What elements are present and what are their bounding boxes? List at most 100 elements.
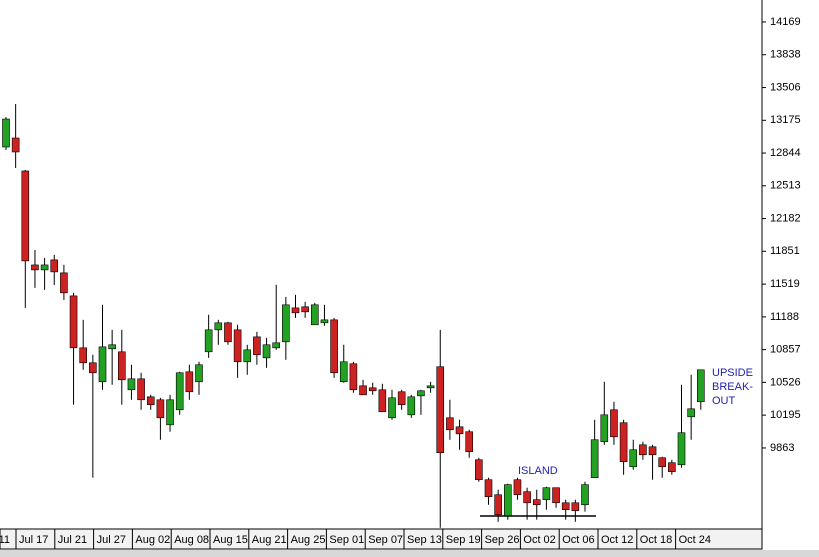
candle-body: [610, 409, 618, 438]
y-tick-label: 11519: [770, 278, 800, 290]
y-tick-label: 9863: [770, 442, 794, 454]
y-tick-label: 10526: [770, 376, 801, 388]
y-tick-label: 12513: [770, 180, 801, 192]
candle-body: [455, 426, 464, 435]
breakout-label: OUT: [712, 395, 736, 407]
candle-body: [282, 304, 290, 343]
candle-body: [253, 336, 261, 356]
candle-body: [320, 319, 329, 324]
x-tick-label: Aug 08: [174, 534, 209, 546]
candle-body: [378, 389, 387, 413]
candle-body: [561, 502, 570, 510]
candle-body: [571, 502, 580, 511]
candle-body: [310, 304, 319, 326]
candle-body: [668, 462, 676, 473]
y-tick-label: 11851: [770, 245, 800, 257]
candle-body: [359, 385, 367, 396]
candle-body: [417, 390, 425, 397]
x-tick-label: Oct 12: [601, 534, 633, 546]
y-tick-label: 13175: [770, 114, 801, 126]
candle-body: [243, 349, 252, 363]
candle-body: [185, 371, 194, 393]
candle-body: [523, 491, 531, 504]
y-tick-label: 13506: [770, 81, 801, 93]
candle-body: [301, 306, 309, 313]
candle-body: [262, 344, 271, 359]
candle-body: [407, 396, 416, 416]
candle-body: [175, 372, 184, 411]
x-tick-label: Oct 06: [562, 534, 594, 546]
candle-body: [166, 399, 174, 426]
candle-body: [89, 362, 97, 374]
candle-body: [214, 322, 223, 331]
candle-body: [224, 322, 232, 343]
candle-body: [146, 396, 155, 406]
candle-body: [446, 417, 454, 431]
candle-body: [600, 414, 609, 443]
y-tick-label: 12844: [770, 147, 801, 159]
x-tick-label: Jul 27: [97, 534, 126, 546]
candle-body: [648, 446, 657, 456]
candle-body: [108, 344, 116, 350]
x-tick-label: Aug 15: [213, 534, 248, 546]
candle-body: [677, 432, 686, 466]
candle-body: [484, 479, 493, 498]
candle-body: [475, 459, 483, 481]
candle-body: [552, 487, 560, 504]
candle-body: [204, 329, 213, 353]
candle-body: [339, 361, 348, 383]
candle-body: [542, 487, 551, 501]
candle-body: [127, 378, 136, 391]
candle-body: [581, 484, 589, 506]
x-tick-label: Oct 18: [640, 534, 672, 546]
candle-body: [503, 484, 512, 517]
x-tick-label: Oct 02: [523, 534, 555, 546]
candle-body: [687, 408, 695, 418]
y-tick-label: 11188: [770, 311, 799, 323]
y-tick-label: 10857: [770, 344, 801, 356]
candle-body: [513, 479, 522, 496]
y-tick-label: 13838: [770, 49, 801, 61]
x-tick-label: 11: [0, 534, 10, 546]
x-tick-label: Aug 02: [135, 534, 170, 546]
candle-body: [50, 259, 59, 273]
candle-body: [696, 369, 705, 403]
candle-body: [532, 499, 541, 506]
candle-body: [137, 378, 145, 401]
candle-body: [330, 319, 338, 374]
x-tick-label: Jul 17: [19, 534, 48, 546]
candle-body: [60, 272, 68, 294]
candle-body: [2, 118, 10, 148]
candle-body: [494, 494, 502, 516]
candle-body: [388, 397, 396, 419]
candle-body: [291, 307, 300, 314]
x-tick-label: Sep 26: [485, 534, 520, 546]
candle-body: [40, 264, 49, 271]
candle-body: [31, 264, 39, 271]
candle-body: [118, 351, 126, 381]
candle-body: [11, 137, 20, 153]
x-tick-label: Sep 13: [407, 534, 442, 546]
y-tick-label: 10195: [770, 409, 801, 421]
candle-body: [349, 363, 358, 391]
candle-body: [79, 347, 87, 364]
candle-body: [658, 457, 667, 468]
candle-body: [272, 342, 281, 349]
scroll-strip: [0, 550, 819, 557]
x-tick-label: Jul 21: [58, 534, 87, 546]
x-tick-label: Sep 19: [446, 534, 481, 546]
candle-body: [156, 399, 165, 419]
candle-body: [590, 439, 599, 479]
x-tick-label: Oct 24: [679, 534, 711, 546]
candle-body: [368, 387, 377, 392]
x-tick-label: Aug 21: [252, 534, 287, 546]
candle-body: [629, 449, 638, 468]
island-label: ISLAND: [518, 465, 558, 477]
candle-body: [465, 431, 474, 453]
x-tick-label: Sep 01: [329, 534, 364, 546]
y-tick-label: 14169: [770, 16, 801, 28]
candle-body: [397, 391, 406, 406]
x-axis-band: [0, 528, 763, 550]
